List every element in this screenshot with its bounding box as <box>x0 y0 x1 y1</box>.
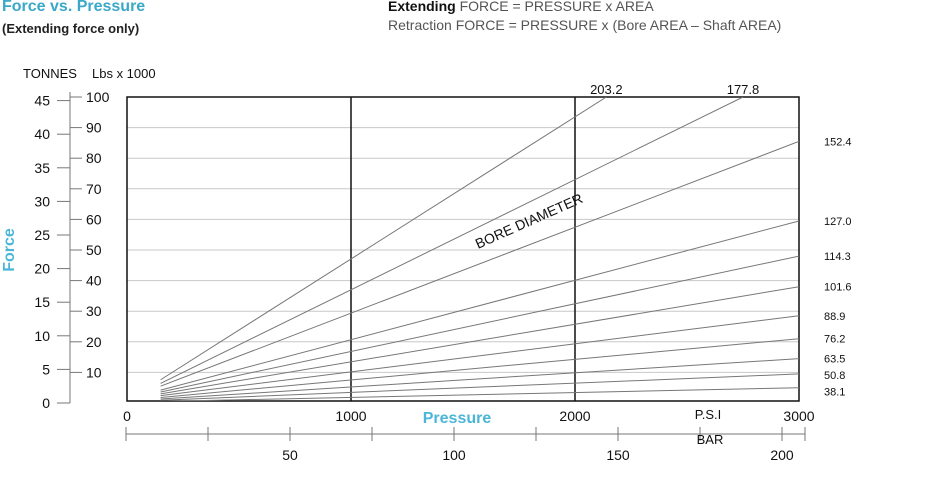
series-label: 152.4 <box>824 136 852 148</box>
y-unit-lbs: Lbs x 1000 <box>92 66 156 81</box>
chart-title: Force vs. Pressure <box>2 0 146 15</box>
series-label: 101.6 <box>824 282 852 294</box>
series-line <box>160 387 799 401</box>
series-label: 203.2 <box>590 82 623 97</box>
series-label: 38.1 <box>824 387 845 399</box>
plot-frame <box>126 96 800 402</box>
series-line <box>160 373 799 401</box>
x-tick-label-bar: 200 <box>770 447 794 463</box>
series-label: 88.9 <box>824 311 845 323</box>
bore-diameter-label: BORE DIAMETER <box>473 190 585 252</box>
series-line <box>160 140 799 387</box>
series-line <box>160 220 799 391</box>
series-label: 127.0 <box>824 216 852 228</box>
y-tick-label-lbs: 80 <box>86 150 102 166</box>
x-unit-psi: P.S.I <box>695 407 722 422</box>
series-label: 76.2 <box>824 334 845 346</box>
y-axis-label: Force <box>1 228 18 272</box>
x-tick-label-bar: 100 <box>442 447 466 463</box>
y-tick-label-tonnes: 10 <box>34 328 50 344</box>
y-tick-label-lbs: 100 <box>86 89 110 105</box>
y-unit-tonnes: TONNES <box>23 66 77 81</box>
y-tick-label-tonnes: 5 <box>42 361 50 377</box>
y-tick-label-tonnes: 40 <box>34 126 50 142</box>
formula-retraction: Retraction FORCE = PRESSURE x (Bore AREA… <box>388 17 782 33</box>
y-tick-label-lbs: 20 <box>86 334 102 350</box>
series-line <box>160 286 799 395</box>
series-line <box>160 255 799 393</box>
y-tick-label-lbs: 30 <box>86 303 102 319</box>
formula-extending-label: Extending <box>388 0 456 14</box>
series-line <box>160 97 607 381</box>
x-unit-bar: BAR <box>697 432 724 447</box>
series-label: 63.5 <box>824 354 845 366</box>
formula-extending-text: FORCE = PRESSURE x AREA <box>459 0 654 14</box>
series-label: 114.3 <box>824 251 851 263</box>
y-tick-label-lbs: 70 <box>86 181 102 197</box>
y-tick-label-tonnes: 35 <box>34 160 50 176</box>
y-tick-label-tonnes: 30 <box>34 193 50 209</box>
y-tick-label-tonnes: 45 <box>34 93 50 109</box>
y-tick-label-lbs: 50 <box>86 242 102 258</box>
series-label: 50.8 <box>824 370 845 382</box>
formula-extending: Extending FORCE = PRESSURE x AREA <box>388 0 654 14</box>
x-tick-label-psi: 1000 <box>335 408 366 424</box>
series-line <box>160 358 799 400</box>
y-tick-label-lbs: 90 <box>86 120 102 136</box>
series-line <box>160 338 799 398</box>
y-tick-label-tonnes: 0 <box>42 395 50 411</box>
y-tick-label-lbs: 40 <box>86 273 102 289</box>
x-tick-label-bar: 50 <box>282 447 298 463</box>
y-tick-label-tonnes: 20 <box>34 261 50 277</box>
x-tick-label-psi: 0 <box>123 408 131 424</box>
x-tick-label-bar: 150 <box>606 447 630 463</box>
series-line <box>160 97 744 384</box>
y-tick-label-lbs: 10 <box>86 364 102 380</box>
series-line <box>160 315 799 397</box>
y-tick-label-tonnes: 25 <box>34 227 50 243</box>
x-tick-label-psi: 2000 <box>559 408 590 424</box>
series-label: 177.8 <box>727 82 760 97</box>
x-axis-label: Pressure <box>423 410 492 427</box>
x-tick-label-psi: 3000 <box>783 408 814 424</box>
y-tick-label-tonnes: 15 <box>34 294 50 310</box>
y-tick-label-lbs: 60 <box>86 211 102 227</box>
chart-subtitle: (Extending force only) <box>2 21 140 36</box>
